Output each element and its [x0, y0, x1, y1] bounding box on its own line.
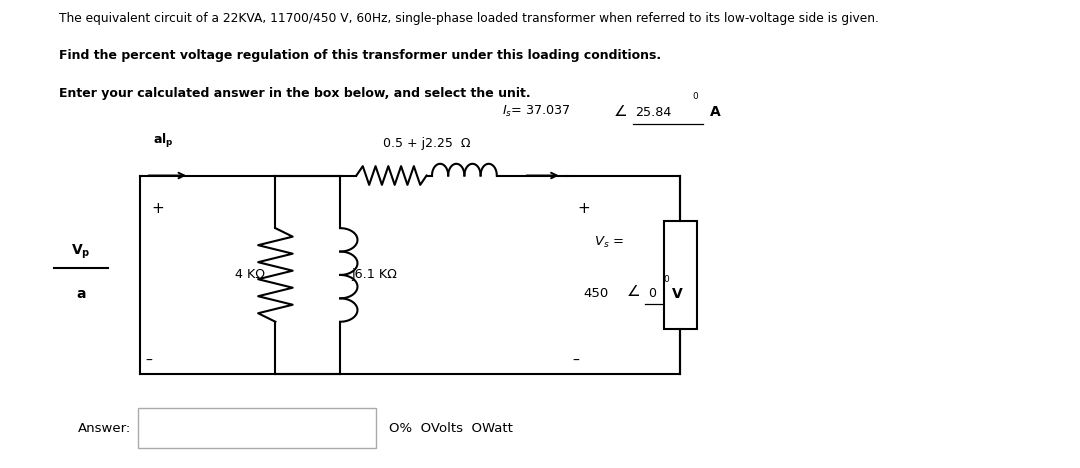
- Text: –: –: [146, 353, 152, 367]
- Bar: [664, 221, 697, 329]
- Text: $\angle$: $\angle$: [613, 104, 627, 119]
- Text: O%  OVolts  OWatt: O% OVolts OWatt: [389, 422, 513, 435]
- Text: 0: 0: [692, 92, 698, 101]
- Text: Enter your calculated answer in the box below, and select the unit.: Enter your calculated answer in the box …: [59, 87, 531, 100]
- Bar: [138, 408, 376, 448]
- Text: $\mathbf{V_p}$: $\mathbf{V_p}$: [71, 242, 91, 261]
- Text: $V_s$ =: $V_s$ =: [594, 234, 624, 250]
- Text: Find the percent voltage regulation of this transformer under this loading condi: Find the percent voltage regulation of t…: [59, 49, 662, 62]
- Text: 25.84: 25.84: [635, 106, 672, 119]
- Text: 0: 0: [648, 287, 656, 300]
- Text: $I_s$= 37.037: $I_s$= 37.037: [502, 104, 571, 119]
- Text: 0: 0: [663, 275, 669, 284]
- Text: +: +: [151, 201, 164, 216]
- Text: V: V: [672, 287, 683, 300]
- Text: $\angle$: $\angle$: [626, 284, 640, 299]
- Text: $\mathbf{a}$: $\mathbf{a}$: [76, 287, 86, 300]
- Text: A: A: [710, 105, 720, 119]
- Text: +: +: [578, 201, 591, 216]
- Text: The equivalent circuit of a 22KVA, 11700/450 V, 60Hz, single-phase loaded transf: The equivalent circuit of a 22KVA, 11700…: [59, 12, 879, 25]
- Text: j6.1 KΩ: j6.1 KΩ: [351, 269, 396, 281]
- Text: 450: 450: [583, 287, 608, 300]
- Text: 4 KΩ: 4 KΩ: [234, 269, 265, 281]
- Text: –: –: [572, 353, 579, 367]
- Text: Answer:: Answer:: [78, 422, 131, 435]
- Text: 0.5 + j2.25  Ω: 0.5 + j2.25 Ω: [382, 137, 471, 150]
- Text: $\mathbf{al_p}$: $\mathbf{al_p}$: [153, 132, 174, 150]
